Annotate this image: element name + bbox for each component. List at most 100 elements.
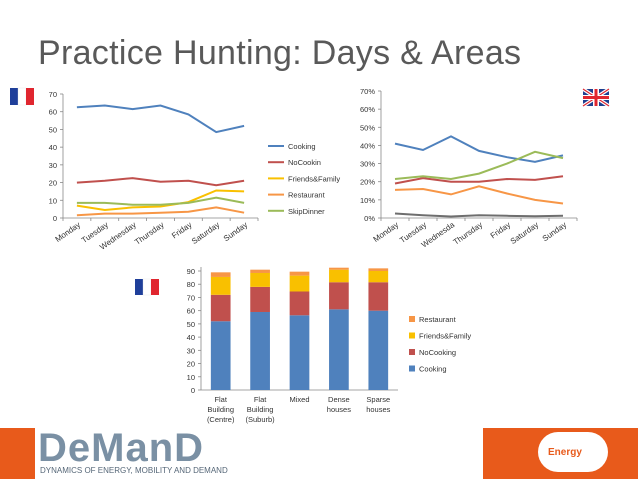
bar-segment [250,286,270,312]
bar-segment [289,315,310,390]
bar-segment [210,272,231,277]
chart-french-areas: 0102030405060708090FlatBuilding(Centre)F… [187,267,471,424]
series-line [76,177,245,187]
y-tick-label: 50% [360,123,375,132]
x-tick-label: Flat [214,395,227,404]
demand-tagline: DYNAMICS OF ENERGY, MOBILITY AND DEMAND [40,466,228,475]
bar-segment [250,272,270,287]
x-tick-label: Flat [254,395,267,404]
bar-segment [368,268,389,271]
y-tick-label: 80 [187,280,195,289]
bar-segment [250,311,270,390]
series-line [394,150,564,181]
y-tick-label: 0% [364,214,375,223]
series-line [394,175,564,185]
legend-swatch [409,349,415,355]
x-tick-label: Friday [170,220,193,240]
chart-french-days: 010203040506070MondayTuesdayWednesdayThu… [49,90,341,252]
y-tick-label: 30 [49,161,57,170]
legend-swatch [409,332,415,339]
y-tick-label: 10% [360,196,375,205]
y-tick-label: 10 [49,196,57,205]
footer-logo-area [35,428,483,479]
series-line [394,212,564,218]
bar-segment [329,309,349,390]
x-tick-label: Dense [328,395,350,404]
y-tick-label: 30% [360,160,375,169]
energy-partner-logo [538,432,608,472]
y-tick-label: 0 [191,386,195,395]
bar-segment [329,267,349,270]
x-tick-label: Thursday [452,220,484,247]
x-tick-label: Building [207,405,234,414]
y-tick-label: 60% [360,105,375,114]
legend-swatch [409,365,415,372]
y-tick-label: 50 [49,125,57,134]
y-tick-label: 40% [360,141,375,150]
france-flag [135,278,159,296]
bar-segment [289,271,310,276]
x-tick-label: Sunday [222,220,249,243]
y-tick-label: 20 [187,360,195,369]
legend-label: Restaurant [288,191,326,200]
y-tick-label: 60 [187,307,195,316]
y-tick-label: 70 [49,90,57,99]
x-tick-label: Saturday [509,220,540,246]
x-tick-label: houses [327,405,351,414]
x-tick-label: Mixed [289,395,309,404]
x-tick-label: Sunday [541,220,568,243]
energy-partner-label: Energy [548,447,582,458]
x-tick-label: Sparse [366,395,390,404]
x-tick-label: (Centre) [207,415,235,424]
y-tick-label: 20 [49,179,57,188]
bar-segment [368,310,389,390]
bar-segment [210,276,231,295]
series-line [394,135,564,163]
y-tick-label: 10 [187,373,195,382]
legend-swatch [409,316,415,322]
bar-segment [210,294,231,322]
slide-title: Practice Hunting: Days & Areas [38,34,522,72]
bar-segment [289,291,310,316]
bar-segment [368,271,389,283]
x-tick-label: Thursday [133,220,165,247]
france-flag [10,87,34,106]
legend-label: NoCooking [419,348,456,357]
legend-label: Friends&Family [288,174,340,183]
bar-segment [289,275,310,292]
x-tick-label: Building [247,405,274,414]
y-tick-label: 40 [187,333,195,342]
y-tick-label: 30 [187,346,195,355]
y-tick-label: 20% [360,178,375,187]
x-tick-label: Friday [489,220,512,240]
y-tick-label: 90 [187,267,195,276]
series-line [394,185,564,205]
legend-label: Restaurant [419,315,457,324]
y-tick-label: 0 [53,214,57,223]
y-tick-label: 70% [360,87,375,96]
series-line [76,196,245,206]
x-tick-label: Monday [54,220,82,244]
uk-flag [582,87,610,108]
x-tick-label: Saturday [190,220,221,246]
y-tick-label: 40 [49,143,57,152]
bar-segment [250,269,270,273]
demand-logo: DeManD [38,426,205,470]
series-line [76,206,245,217]
chart-uk-days: 0%10%20%30%40%50%60%70%MondayTuesdayWedn… [360,87,578,249]
x-tick-label: houses [366,405,390,414]
series-line [76,104,245,134]
bar-segment [329,269,349,283]
legend-label: SkipDinner [288,207,325,216]
bar-segment [329,282,349,310]
y-tick-label: 60 [49,108,57,117]
legend-label: NoCookin [288,158,321,167]
x-tick-label: Monday [372,220,400,244]
series-line [76,189,245,212]
bar-segment [368,282,389,311]
y-tick-label: 50 [187,320,195,329]
y-tick-label: 70 [187,293,195,302]
legend-label: Cooking [288,142,316,151]
legend-label: Cooking [419,365,447,374]
